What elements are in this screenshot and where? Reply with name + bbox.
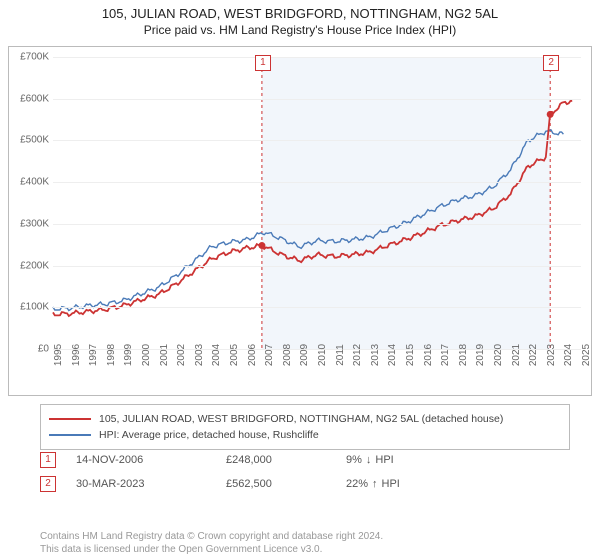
x-axis-label: 2025 xyxy=(581,344,592,366)
x-axis-label: 1997 xyxy=(88,344,99,366)
x-axis-label: 2000 xyxy=(141,344,152,366)
legend-label-price: 105, JULIAN ROAD, WEST BRIDGFORD, NOTTIN… xyxy=(99,413,503,425)
y-axis-label: £300K xyxy=(20,218,49,229)
chart-svg xyxy=(53,57,581,349)
x-axis-label: 2009 xyxy=(299,344,310,366)
x-axis-label: 1995 xyxy=(53,344,64,366)
sale-price: £248,000 xyxy=(226,454,326,466)
x-axis-label: 2007 xyxy=(264,344,275,366)
sale-date: 30-MAR-2023 xyxy=(76,478,206,490)
y-axis-label: £0 xyxy=(38,344,49,355)
x-axis-label: 2003 xyxy=(194,344,205,366)
y-axis-label: £500K xyxy=(20,135,49,146)
sale-date: 14-NOV-2006 xyxy=(76,454,206,466)
page-subtitle: Price paid vs. HM Land Registry's House … xyxy=(0,23,600,37)
x-axis-label: 2008 xyxy=(282,344,293,366)
x-axis-label: 2020 xyxy=(493,344,504,366)
x-axis-label: 2006 xyxy=(247,344,258,366)
x-axis-label: 1999 xyxy=(123,344,134,366)
x-axis-label: 2015 xyxy=(405,344,416,366)
x-axis-label: 2002 xyxy=(176,344,187,366)
sale-marker-box: 2 xyxy=(543,55,559,71)
x-axis-label: 2021 xyxy=(511,344,522,366)
table-row: 2 30-MAR-2023 £562,500 22% ↑ HPI xyxy=(40,472,570,496)
y-axis-label: £400K xyxy=(20,177,49,188)
legend-swatch-price xyxy=(49,418,91,420)
x-axis-label: 2014 xyxy=(387,344,398,366)
x-axis-label: 1996 xyxy=(71,344,82,366)
y-axis-label: £100K xyxy=(20,302,49,313)
sale-diff: 9% ↓ HPI xyxy=(346,454,466,466)
plot-area: £0£100K£200K£300K£400K£500K£600K£700K199… xyxy=(53,57,581,349)
x-axis-label: 2004 xyxy=(211,344,222,366)
x-axis-label: 2016 xyxy=(423,344,434,366)
sale-marker-1: 1 xyxy=(40,452,56,468)
x-axis-label: 2023 xyxy=(546,344,557,366)
x-axis-label: 2022 xyxy=(528,344,539,366)
x-axis-label: 2001 xyxy=(159,344,170,366)
y-axis-label: £200K xyxy=(20,260,49,271)
legend-label-hpi: HPI: Average price, detached house, Rush… xyxy=(99,429,319,441)
arrow-down-icon: ↓ xyxy=(366,454,372,466)
price-chart: £0 £100K £200K £300K £400K £500K £600K £700K 199… xyxy=(8,46,592,396)
x-axis-label: 2019 xyxy=(475,344,486,366)
x-axis-label: 2011 xyxy=(335,344,346,366)
x-axis-label: 2010 xyxy=(317,344,328,366)
x-axis-label: 2005 xyxy=(229,344,240,366)
x-axis-label: 2012 xyxy=(352,344,363,366)
x-axis-label: 1998 xyxy=(106,344,117,366)
chart-legend: 105, JULIAN ROAD, WEST BRIDGFORD, NOTTIN… xyxy=(40,404,570,450)
sales-table: 1 14-NOV-2006 £248,000 9% ↓ HPI 2 30-MAR… xyxy=(40,448,570,496)
page-title: 105, JULIAN ROAD, WEST BRIDGFORD, NOTTIN… xyxy=(0,6,600,21)
y-axis-label: £600K xyxy=(20,93,49,104)
sale-price: £562,500 xyxy=(226,478,326,490)
x-axis-label: 2017 xyxy=(440,344,451,366)
table-row: 1 14-NOV-2006 £248,000 9% ↓ HPI xyxy=(40,448,570,472)
sale-diff: 22% ↑ HPI xyxy=(346,478,466,490)
sale-marker-box: 1 xyxy=(255,55,271,71)
legend-swatch-hpi xyxy=(49,434,91,436)
y-axis-label: £700K xyxy=(20,52,49,63)
x-axis-label: 2018 xyxy=(458,344,469,366)
x-axis-label: 2024 xyxy=(563,344,574,366)
sale-marker-2: 2 xyxy=(40,476,56,492)
license-text: Contains HM Land Registry data © Crown c… xyxy=(40,530,570,556)
x-axis-label: 2013 xyxy=(370,344,381,366)
arrow-up-icon: ↑ xyxy=(372,478,378,490)
